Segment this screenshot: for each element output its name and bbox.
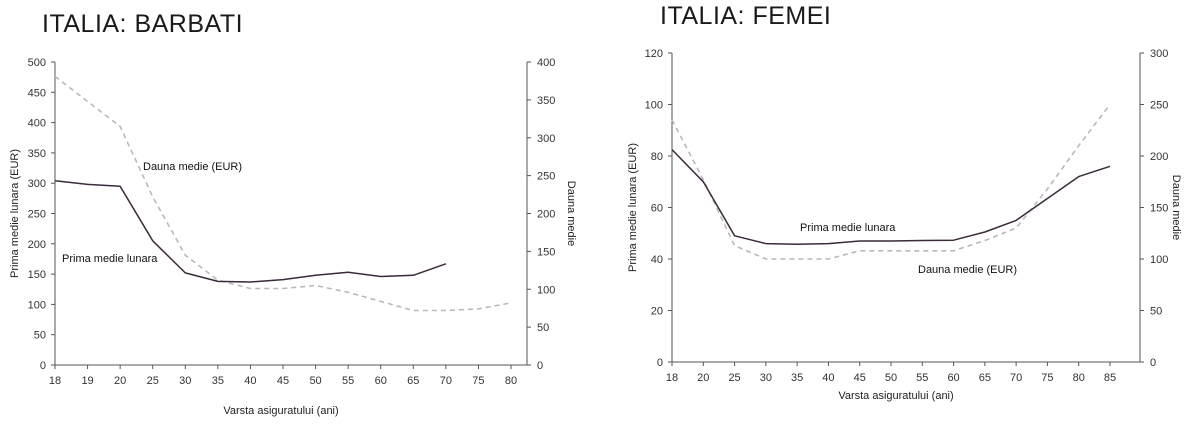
y-tick-label-barbati: 300 <box>28 178 46 190</box>
y-tick-label-barbati: 150 <box>28 269 46 281</box>
x-tick-label-femei: 35 <box>791 372 803 384</box>
y-tick-label-barbati: 50 <box>34 330 46 342</box>
y-axis-label-femei: Prima medie lunara (EUR) <box>627 143 639 272</box>
y-tick-label-femei: 40 <box>651 254 663 266</box>
x-tick-label-femei: 70 <box>1010 372 1022 384</box>
chart-title-femei: ITALIA: FEMEI <box>660 2 832 30</box>
y2-tick-label-barbati: 0 <box>537 360 543 372</box>
y2-tick-label-barbati: 200 <box>537 209 555 221</box>
x-tick-label-femei: 60 <box>947 372 959 384</box>
x-tick-label-barbati: 45 <box>277 375 289 387</box>
x-tick-label-barbati: 70 <box>440 375 452 387</box>
y-tick-label-femei: 60 <box>651 203 663 215</box>
x-tick-label-barbati: 18 <box>49 375 61 387</box>
y-tick-label-femei: 80 <box>651 151 663 163</box>
y-tick-label-barbati: 0 <box>40 360 46 372</box>
y-tick-label-femei: 120 <box>645 48 663 60</box>
annotation-barbati: Dauna medie (EUR) <box>143 161 242 173</box>
y-axis-label-barbati: Prima medie lunara (EUR) <box>9 149 21 278</box>
x-tick-label-barbati: 60 <box>375 375 387 387</box>
x-axis-label-barbati: Varsta asiguratului (ani) <box>223 405 338 417</box>
y2-tick-label-barbati: 300 <box>537 133 555 145</box>
x-tick-label-barbati: 50 <box>309 375 321 387</box>
y2-tick-label-femei: 250 <box>1150 100 1168 112</box>
y-tick-label-barbati: 350 <box>28 148 46 160</box>
y2-tick-label-femei: 300 <box>1150 48 1168 60</box>
x-tick-label-femei: 55 <box>916 372 928 384</box>
y2-tick-label-femei: 100 <box>1150 254 1168 266</box>
x-tick-label-femei: 18 <box>666 372 678 384</box>
x-tick-label-femei: 25 <box>728 372 740 384</box>
x-tick-label-barbati: 80 <box>505 375 517 387</box>
chart-title-barbati: ITALIA: BARBATI <box>42 10 244 38</box>
x-tick-label-femei: 45 <box>854 372 866 384</box>
x-tick-label-barbati: 75 <box>472 375 484 387</box>
y-tick-label-femei: 20 <box>651 306 663 318</box>
x-tick-label-barbati: 25 <box>147 375 159 387</box>
series-line-dauna-medie-barbati <box>54 75 512 312</box>
x-axis-label-femei: Varsta asiguratului (ani) <box>838 390 953 402</box>
series-line-dauna-medie-femei <box>671 104 1111 260</box>
y-tick-label-femei: 100 <box>645 100 663 112</box>
y2-tick-label-barbati: 250 <box>537 171 555 183</box>
y2-tick-label-femei: 0 <box>1150 357 1156 369</box>
series-line-prima-medie-femei <box>671 149 1111 246</box>
x-tick-label-barbati: 55 <box>342 375 354 387</box>
y2-tick-label-femei: 50 <box>1150 306 1162 318</box>
x-tick-label-femei: 80 <box>1073 372 1085 384</box>
series-line-prima-medie-barbati <box>54 180 447 283</box>
annotation-femei: Prima medie lunara <box>800 222 896 234</box>
y-tick-label-femei: 0 <box>657 357 663 369</box>
x-tick-label-femei: 65 <box>979 372 991 384</box>
y2-tick-label-barbati: 100 <box>537 284 555 296</box>
x-tick-label-femei: 40 <box>822 372 834 384</box>
x-tick-label-femei: 85 <box>1104 372 1116 384</box>
x-tick-label-barbati: 19 <box>81 375 93 387</box>
annotation-femei: Dauna medie (EUR) <box>918 264 1017 276</box>
y2-tick-label-femei: 150 <box>1150 203 1168 215</box>
y-tick-label-barbati: 200 <box>28 239 46 251</box>
y2-axis-label-barbati: Dauna medie <box>565 181 577 246</box>
x-tick-label-femei: 20 <box>697 372 709 384</box>
y2-tick-label-femei: 200 <box>1150 151 1168 163</box>
y-tick-label-barbati: 100 <box>28 299 46 311</box>
y2-tick-label-barbati: 400 <box>537 57 555 69</box>
y-tick-label-barbati: 450 <box>28 87 46 99</box>
y2-tick-label-barbati: 350 <box>537 95 555 107</box>
x-tick-label-barbati: 30 <box>179 375 191 387</box>
x-tick-label-femei: 30 <box>760 372 772 384</box>
x-tick-label-barbati: 20 <box>114 375 126 387</box>
y2-axis-label-femei: Dauna medie <box>1170 175 1182 240</box>
x-tick-label-femei: 50 <box>885 372 897 384</box>
x-tick-label-barbati: 35 <box>212 375 224 387</box>
x-tick-label-femei: 75 <box>1041 372 1053 384</box>
y-tick-label-barbati: 250 <box>28 209 46 221</box>
x-tick-label-barbati: 65 <box>407 375 419 387</box>
y-tick-label-barbati: 500 <box>28 57 46 69</box>
annotation-barbati: Prima medie lunara <box>62 253 158 265</box>
y-tick-label-barbati: 400 <box>28 118 46 130</box>
y2-tick-label-barbati: 50 <box>537 322 549 334</box>
y2-tick-label-barbati: 150 <box>537 246 555 258</box>
x-tick-label-barbati: 40 <box>244 375 256 387</box>
